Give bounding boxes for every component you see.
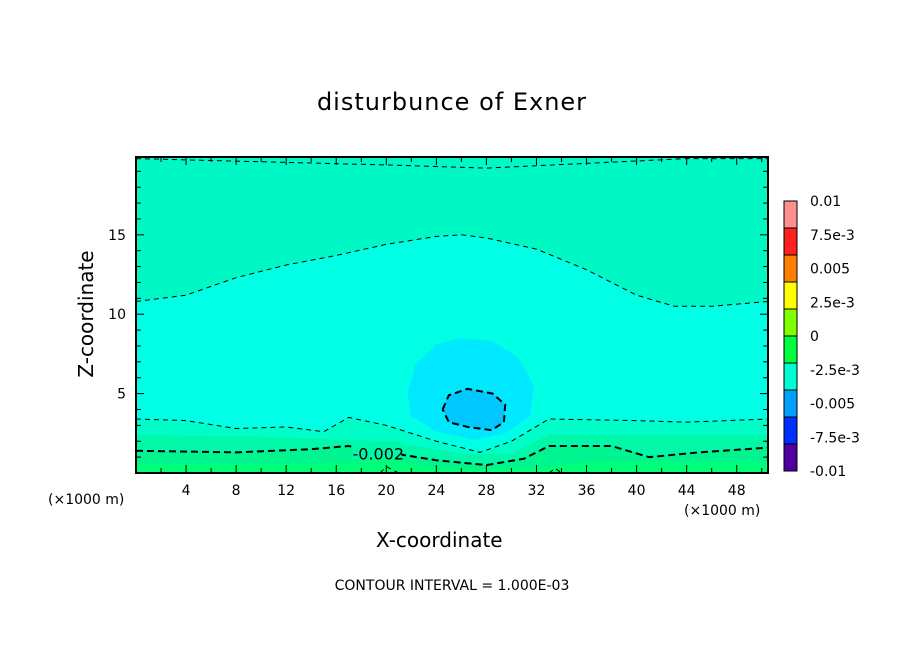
x-tick-label: 4 (182, 483, 191, 499)
x-tick-label: 40 (628, 483, 646, 499)
colorbar-label: -0.01 (810, 464, 846, 480)
colorbar-label: 0.01 (810, 194, 841, 210)
contour-fill (442, 388, 506, 431)
colorbar-swatch (783, 416, 798, 445)
contour-line (136, 416, 768, 453)
contour-line (548, 467, 562, 473)
y-tick-label: 5 (117, 387, 126, 403)
contour-line (136, 234, 768, 307)
y-tick-label: 15 (108, 228, 126, 244)
contour-line (136, 444, 768, 467)
contour-label-bg (351, 440, 402, 459)
colorbar-label: 0.005 (810, 262, 850, 278)
y-tick-label: 10 (108, 307, 126, 323)
x-unit-right: (×1000 m) (684, 503, 761, 519)
colorbar-label: -2.5e-3 (810, 363, 860, 379)
x-tick-label: 28 (478, 483, 496, 499)
colorbar-label: 2.5e-3 (810, 295, 855, 311)
contour-line (441, 387, 507, 432)
x-tick-label: 48 (728, 483, 746, 499)
x-tick-label: 24 (427, 483, 445, 499)
x-tick-label: 8 (232, 483, 241, 499)
colorbar-swatch (783, 227, 798, 256)
colorbar-swatch (783, 308, 798, 337)
colorbar-label: 0 (810, 329, 819, 345)
x-tick-label: 36 (578, 483, 596, 499)
x-unit-left: (×1000 m) (48, 492, 125, 508)
y-axis-label: Z-coordinate (74, 250, 98, 378)
colorbar-swatch (783, 200, 798, 229)
contour-fill (136, 157, 768, 307)
x-tick-label: 32 (528, 483, 546, 499)
colorbar-swatch (783, 254, 798, 283)
contour-line (379, 466, 400, 473)
x-tick-label: 12 (277, 483, 295, 499)
colorbar-label: 7.5e-3 (810, 228, 855, 244)
colorbar-label: -0.005 (810, 397, 855, 413)
plot-frame (135, 156, 769, 474)
colorbar-swatch (783, 389, 798, 418)
colorbar-swatch (783, 281, 798, 310)
contour-label: -0.002 (353, 445, 405, 464)
colorbar-swatch (783, 335, 798, 364)
colorbar-swatch (783, 443, 798, 472)
contour-fill (136, 458, 768, 473)
colorbar-swatch (783, 362, 798, 391)
x-tick-label: 16 (327, 483, 345, 499)
x-axis-label: X-coordinate (376, 528, 503, 552)
colorbar-label: -7.5e-3 (810, 430, 860, 446)
x-tick-label: 44 (678, 483, 696, 499)
x-tick-label: 20 (377, 483, 395, 499)
contour-interval-note: CONTOUR INTERVAL = 1.000E-03 (334, 578, 570, 594)
chart-title: disturbunce of Exner (316, 88, 588, 116)
